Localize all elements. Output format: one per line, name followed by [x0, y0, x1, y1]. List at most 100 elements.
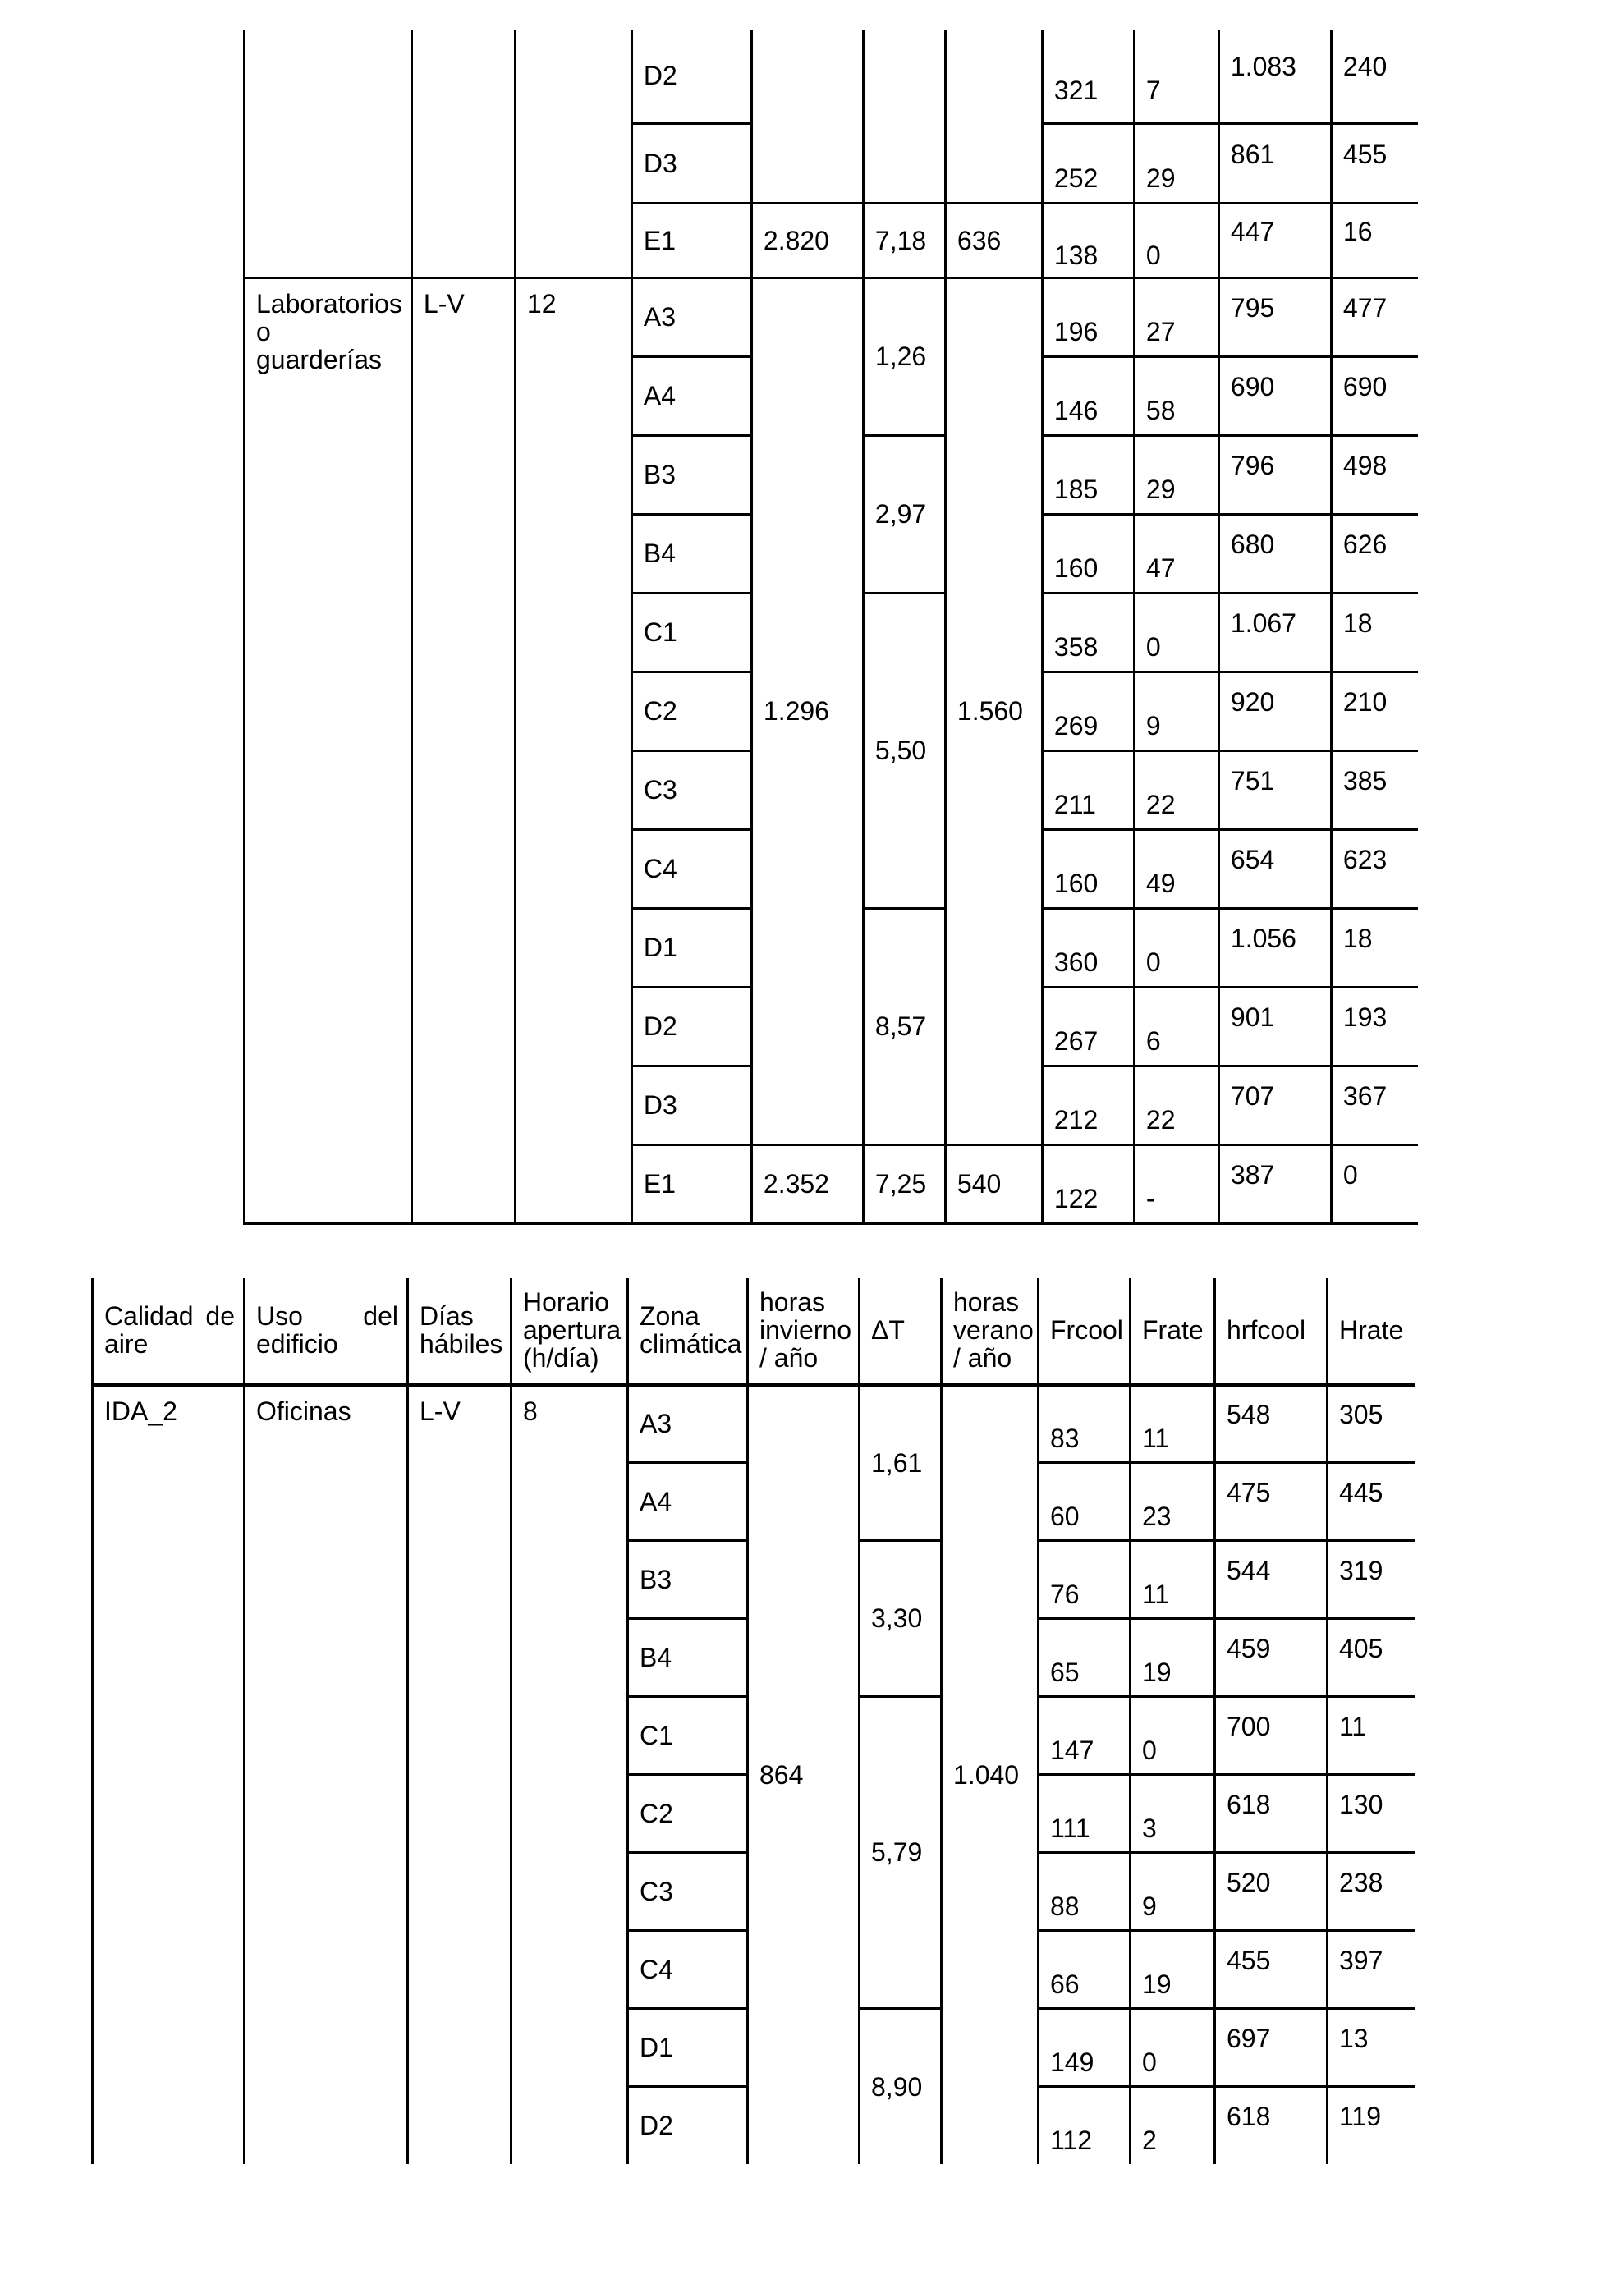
cell-horario-empty — [513, 30, 633, 279]
cell-frcool: 252 — [1040, 122, 1135, 204]
cell-zona: D1 — [626, 2006, 749, 2088]
cell-zona: C4 — [626, 1928, 749, 2010]
cell-frcool: 83 — [1037, 1383, 1131, 1464]
table-row: C3 211 22 751 385 — [245, 749, 1419, 831]
header-zona-climatica: Zona climática — [626, 1278, 749, 1387]
cell-hrfcool: 861 — [1217, 122, 1333, 204]
table-row: C2 269 9 920 210 — [245, 670, 1419, 752]
cell-frcool: 160 — [1040, 828, 1135, 910]
cell-zona: A3 — [626, 1383, 749, 1464]
cell-zona: C3 — [626, 1850, 749, 1932]
header-horas-invierno: horas invierno / año — [746, 1278, 860, 1387]
cell-dias-habiles: L-V — [406, 1383, 512, 2164]
cell-hrfcool: 387 — [1217, 1143, 1333, 1225]
cell-frate: 9 — [1129, 1850, 1216, 1932]
cell-hrate: 18 — [1329, 591, 1419, 673]
cell-horario-apertura: 12 — [513, 276, 633, 1225]
cell-dias-empty — [410, 30, 516, 279]
cell-frate: 47 — [1132, 512, 1220, 594]
cell-hrate: 690 — [1329, 355, 1419, 437]
header-hrate: Hrate — [1326, 1278, 1415, 1387]
cell-frcool: 212 — [1040, 1064, 1135, 1146]
cell-horas-invierno: 2.820 — [750, 201, 865, 279]
cell-hrfcool: 654 — [1217, 828, 1333, 910]
cell-delta-t: 3,30 — [858, 1538, 943, 1698]
cell-hrate: 13 — [1326, 2006, 1415, 2088]
cell-hrfcool: 544 — [1213, 1538, 1328, 1620]
cell-zona: A3 — [630, 276, 753, 358]
cell-frcool: 138 — [1040, 201, 1135, 279]
cell-frate: 27 — [1132, 276, 1220, 358]
cell-hrate: 623 — [1329, 828, 1419, 910]
cell-hrate: 130 — [1326, 1772, 1415, 1854]
cell-hrate: 626 — [1329, 512, 1419, 594]
cell-horas-invierno: 1.296 — [750, 276, 865, 1146]
cell-frcool: 146 — [1040, 355, 1135, 437]
cell-delta-t: 7,18 — [861, 201, 947, 279]
cell-zona: D2 — [630, 985, 753, 1067]
cell-frate: 11 — [1129, 1538, 1216, 1620]
cell-hrfcool: 520 — [1213, 1850, 1328, 1932]
cell-hrfcool: 459 — [1213, 1616, 1328, 1698]
header-uso-edificio: Uso del edificio — [243, 1278, 409, 1387]
cell-frcool: 360 — [1040, 906, 1135, 988]
cell-frcool: 185 — [1040, 433, 1135, 516]
cell-horas-verano: 1.560 — [943, 276, 1044, 1146]
cell-frate: 22 — [1132, 749, 1220, 831]
cell-hrfcool: 751 — [1217, 749, 1333, 831]
header-horario-apertura: Horario apertura (h/día) — [510, 1278, 629, 1387]
table-row: D2 321 7 1.083 240 — [243, 30, 1419, 279]
cell-zona: C3 — [630, 749, 753, 831]
table-row: C1 5,50 358 0 1.067 18 — [245, 591, 1419, 910]
cell-hrate: 455 — [1329, 122, 1419, 204]
cell-hrfcool: 1.056 — [1217, 906, 1333, 988]
cell-frate: 19 — [1129, 1616, 1216, 1698]
cell-hrfcool: 548 — [1213, 1383, 1328, 1464]
cell-hrfcool: 475 — [1213, 1460, 1328, 1542]
cell-frcool: 160 — [1040, 512, 1135, 594]
cell-delta-t: 5,79 — [858, 1694, 943, 2010]
cell-zona: D3 — [630, 122, 753, 204]
table-row: E1 2.820 7,18 636 138 0 447 16 — [245, 201, 1419, 279]
cell-frate: 11 — [1129, 1383, 1216, 1464]
cell-frcool: 358 — [1040, 591, 1135, 673]
table-row: Laboratorios o guarderías L-V 12 A3 1.29… — [243, 276, 1419, 1225]
cell-frcool: 267 — [1040, 985, 1135, 1067]
table-row: E1 2.352 7,25 540 122 - 387 0 — [245, 1143, 1419, 1225]
cell-frate: 49 — [1132, 828, 1220, 910]
header-hrfcool: hrfcool — [1213, 1278, 1328, 1387]
cell-frcool: 60 — [1037, 1460, 1131, 1542]
cell-frate: 2 — [1129, 2084, 1216, 2164]
cell-hrfcool: 697 — [1213, 2006, 1328, 2088]
cell-calidad-aire: IDA_2 — [91, 1383, 245, 2164]
cell-frcool: 149 — [1037, 2006, 1131, 2088]
cell-delta-t: 2,97 — [861, 433, 947, 594]
cell-hrfcool: 700 — [1213, 1694, 1328, 1776]
cell-zona: B3 — [626, 1538, 749, 1620]
header-frcool: Frcool — [1037, 1278, 1131, 1387]
cell-hrfcool: 618 — [1213, 2084, 1328, 2164]
table-row: D1 8,90 149 0 697 13 — [93, 2006, 1415, 2164]
table-row: IDA_2 Oficinas L-V 8 A3 864 1,61 1.040 8… — [91, 1383, 1415, 2164]
table-row: C4 66 19 455 397 — [93, 1928, 1415, 2010]
table-row: B3 3,30 76 11 544 319 — [93, 1538, 1415, 1698]
cell-frcool: 269 — [1040, 670, 1135, 752]
cell-hrfcool: 455 — [1213, 1928, 1328, 2010]
cell-zona: C2 — [626, 1772, 749, 1854]
table-row: A4 60 23 475 445 — [93, 1460, 1415, 1542]
cell-frcool: 65 — [1037, 1616, 1131, 1698]
cell-frate: 9 — [1132, 670, 1220, 752]
cell-delta-t: 5,50 — [861, 591, 947, 910]
cell-frate: 29 — [1132, 433, 1220, 516]
cell-hrfcool: 1.083 — [1217, 30, 1333, 125]
cell-hrate: 385 — [1329, 749, 1419, 831]
cell-horario-apertura: 8 — [510, 1383, 629, 2164]
cell-delta-t-empty — [861, 30, 947, 204]
header-calidad-aire: Calidad de aire — [91, 1278, 245, 1387]
cell-frate: 29 — [1132, 122, 1220, 204]
cell-hrate: 0 — [1329, 1143, 1419, 1225]
cell-zona: B4 — [626, 1616, 749, 1698]
cell-frate: 23 — [1129, 1460, 1216, 1542]
table-row: A4 146 58 690 690 — [245, 355, 1419, 437]
